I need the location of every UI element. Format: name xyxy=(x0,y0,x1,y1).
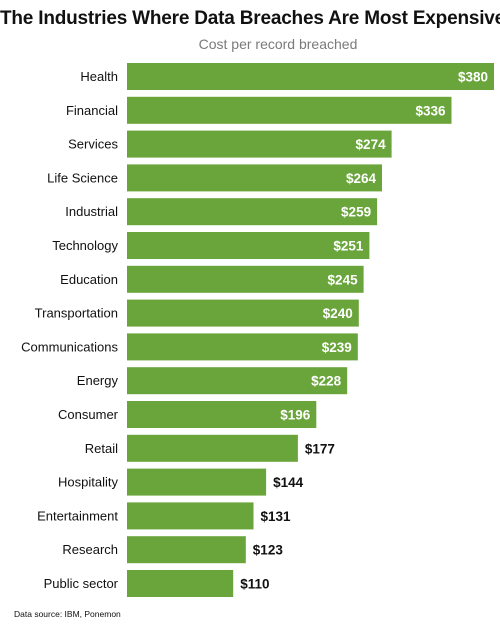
category-label: Financial xyxy=(66,103,118,118)
category-label: Consumer xyxy=(58,407,119,422)
chart-subtitle: Cost per record breached xyxy=(198,36,358,52)
bar-consumer xyxy=(127,401,317,428)
bar-transportation xyxy=(127,299,359,327)
category-label: Research xyxy=(62,542,118,557)
category-label: Hospitality xyxy=(58,475,118,490)
value-label: $110 xyxy=(240,577,269,592)
value-label: $123 xyxy=(253,543,284,558)
category-label: Industrial xyxy=(65,204,118,219)
category-label: Transportation xyxy=(35,306,118,321)
bar-public-sector xyxy=(127,570,234,597)
bar-energy xyxy=(127,367,348,395)
category-label: Communications xyxy=(21,339,118,354)
value-label: $259 xyxy=(341,205,371,220)
bar-financial xyxy=(127,96,452,124)
bar-hospitality xyxy=(127,468,267,496)
value-label: $274 xyxy=(356,137,387,152)
value-label: $380 xyxy=(458,70,488,85)
value-label: $144 xyxy=(273,475,304,490)
bar-communications xyxy=(127,333,358,361)
value-label: $245 xyxy=(328,272,359,287)
bar-entertainment xyxy=(127,502,254,530)
category-label: Public sector xyxy=(44,576,119,591)
category-label: Life Science xyxy=(47,170,118,185)
bar-life-science xyxy=(127,164,382,192)
value-label: $336 xyxy=(415,103,446,118)
value-label: $228 xyxy=(311,374,342,389)
category-label: Entertainment xyxy=(37,508,118,523)
chart-title: The Industries Where Data Breaches Are M… xyxy=(0,8,500,29)
category-label: Services xyxy=(68,137,118,152)
category-label: Education xyxy=(60,272,118,287)
bar-research xyxy=(127,536,246,564)
category-label: Technology xyxy=(52,238,118,253)
category-label: Health xyxy=(80,69,118,84)
category-label: Retail xyxy=(85,441,118,456)
value-label: $239 xyxy=(322,340,352,355)
value-label: $131 xyxy=(261,509,292,524)
value-label: $196 xyxy=(280,408,311,423)
category-label: Energy xyxy=(77,373,119,388)
bar-technology xyxy=(127,232,370,259)
value-label: $251 xyxy=(333,239,364,254)
value-label: $240 xyxy=(323,306,353,321)
bar-retail xyxy=(127,434,298,462)
bar-health xyxy=(127,63,494,90)
bar-education xyxy=(127,265,364,293)
bar-industrial xyxy=(127,198,378,226)
bar-services xyxy=(127,130,392,158)
value-label: $264 xyxy=(346,171,377,186)
value-label: $177 xyxy=(305,441,335,456)
data-source-note: Data source: IBM, Ponemon xyxy=(14,609,121,619)
